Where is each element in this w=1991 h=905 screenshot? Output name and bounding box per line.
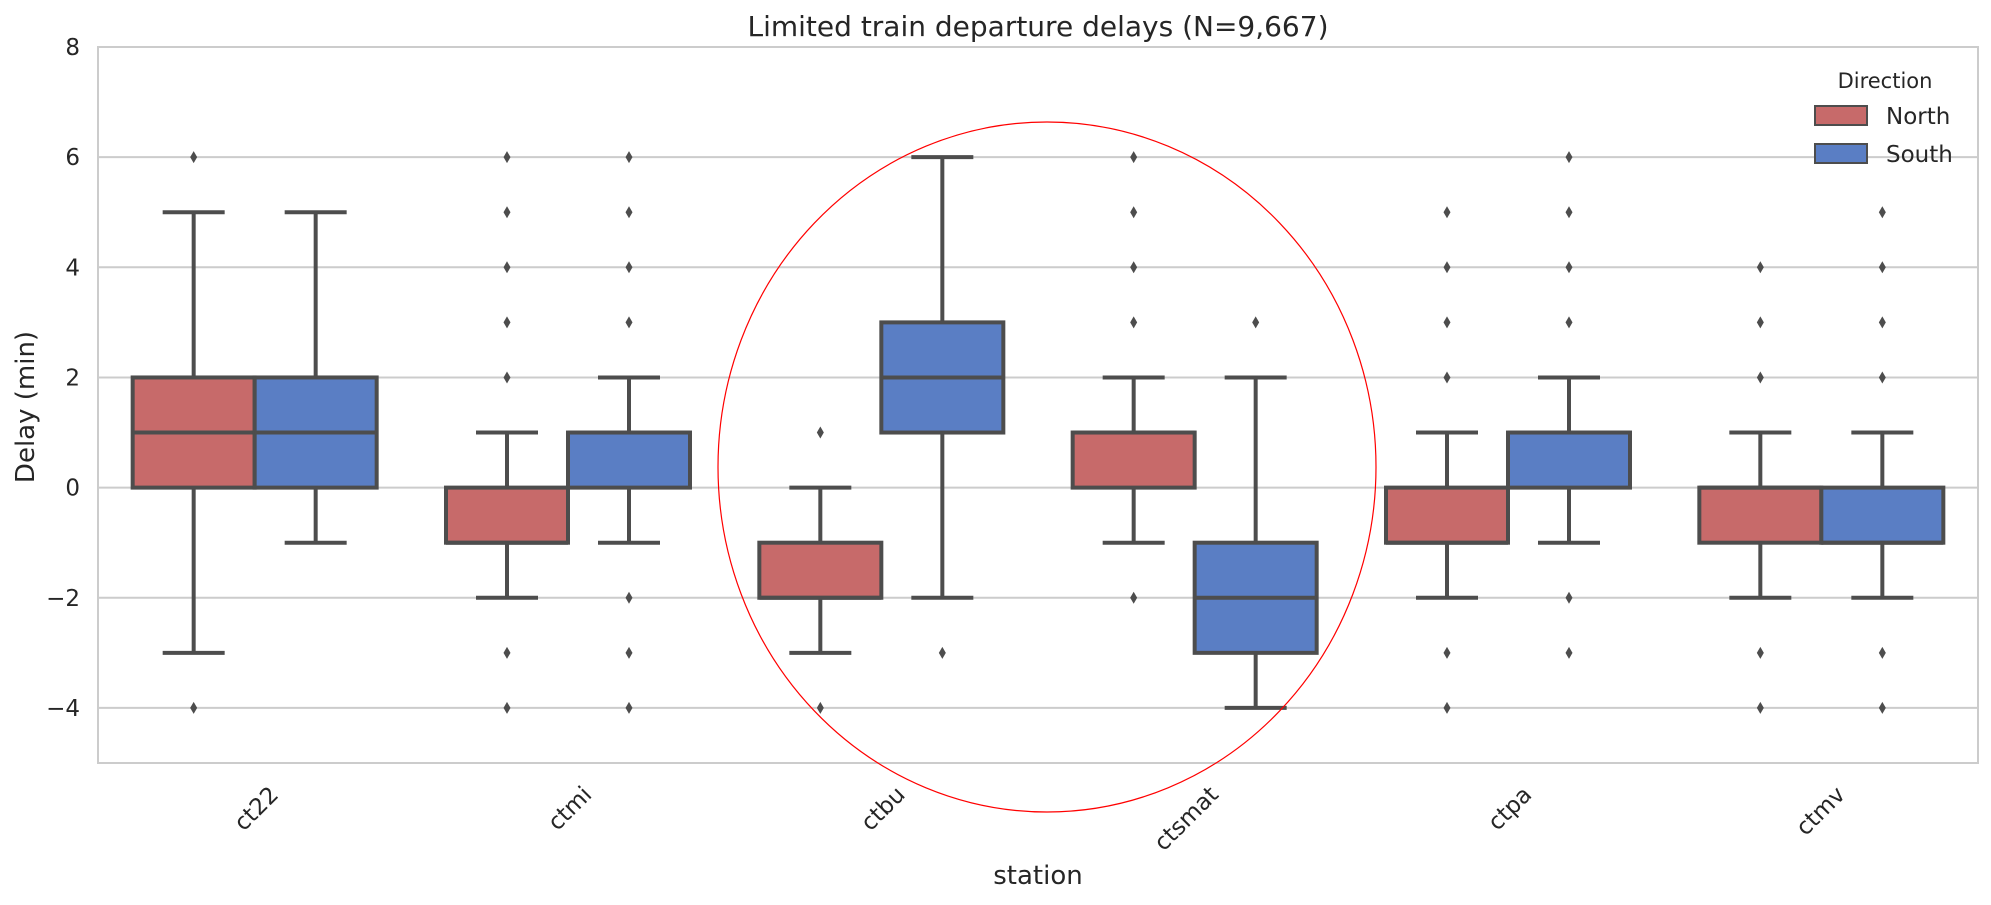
- box-iqr: [1070, 430, 1197, 490]
- chart-title: Limited train departure delays (N=9,667): [748, 10, 1329, 43]
- outlier-point: [1756, 646, 1764, 659]
- outlier-point: [938, 646, 946, 659]
- outlier-point: [625, 151, 633, 164]
- highlight-ellipse: [717, 121, 1377, 813]
- box-ct22-north: [130, 151, 257, 714]
- box-ctbu-south: [879, 155, 1006, 659]
- outlier-point: [503, 206, 511, 219]
- box-ct22-south: [252, 210, 379, 545]
- x-tick-label: ctsmat: [1150, 782, 1224, 856]
- outlier-point: [1878, 261, 1886, 274]
- legend: Direction North South: [1814, 69, 1953, 168]
- outlier-point: [190, 701, 198, 714]
- outlier-point: [1565, 591, 1573, 604]
- box-ctmi-south: [566, 151, 692, 714]
- outlier-point: [1443, 206, 1451, 219]
- box-ctmi-north: [444, 151, 570, 714]
- outlier-point: [1443, 261, 1451, 274]
- outlier-point: [1878, 646, 1886, 659]
- y-tick-labels: −4 −2 0 2 4 6 8: [46, 35, 80, 722]
- x-tick-label: ctmi: [543, 782, 597, 836]
- box-iqr: [444, 485, 570, 545]
- outlier-point: [503, 371, 511, 384]
- y-tick-label: −4: [46, 696, 80, 722]
- outlier-point: [1756, 261, 1764, 274]
- outlier-point: [503, 151, 511, 164]
- outlier-point: [1756, 316, 1764, 329]
- outlier-point: [625, 701, 633, 714]
- box-iqr: [1697, 485, 1824, 545]
- y-tick-label: 6: [65, 145, 80, 171]
- outlier-point: [1565, 206, 1573, 219]
- legend-label-north: North: [1886, 104, 1950, 130]
- outlier-point: [625, 261, 633, 274]
- outlier-point: [503, 646, 511, 659]
- box-series: [130, 151, 1946, 714]
- box-iqr: [1384, 485, 1510, 545]
- box-iqr: [1506, 430, 1632, 490]
- outlier-point: [625, 646, 633, 659]
- outlier-point: [1565, 646, 1573, 659]
- box-ctbu-north: [757, 426, 884, 714]
- outlier-point: [1565, 316, 1573, 329]
- y-tick-label: 4: [65, 255, 80, 281]
- x-tick-label: ctbu: [856, 782, 910, 836]
- outlier-point: [1756, 701, 1764, 714]
- y-tick-label: 2: [65, 365, 80, 391]
- box-iqr: [1819, 485, 1946, 545]
- outlier-point: [816, 426, 824, 439]
- box-ctsmat-north: [1070, 151, 1197, 604]
- box-ctmv-south: [1819, 206, 1946, 714]
- outlier-point: [1756, 371, 1764, 384]
- outlier-point: [625, 316, 633, 329]
- y-tick-label: 8: [65, 35, 80, 61]
- box-ctsmat-south: [1192, 316, 1319, 710]
- outlier-point: [625, 591, 633, 604]
- outlier-point: [503, 701, 511, 714]
- outlier-point: [1130, 316, 1138, 329]
- box-ctmv-north: [1697, 261, 1824, 714]
- x-tick-labels: ct22 ctmi ctbu ctsmat ctpa ctmv: [230, 782, 1851, 856]
- box-ctpa-north: [1384, 206, 1510, 714]
- legend-label-south: South: [1886, 142, 1953, 168]
- x-tick-label: ct22: [230, 782, 284, 836]
- outlier-point: [1443, 371, 1451, 384]
- outlier-point: [1443, 316, 1451, 329]
- outlier-point: [816, 701, 824, 714]
- outlier-point: [190, 151, 198, 164]
- outlier-point: [1443, 701, 1451, 714]
- y-tick-label: −2: [46, 586, 80, 612]
- y-tick-label: 0: [65, 476, 80, 502]
- outlier-point: [1878, 371, 1886, 384]
- outlier-point: [1878, 316, 1886, 329]
- outlier-point: [1130, 151, 1138, 164]
- box-iqr: [757, 540, 884, 600]
- legend-swatch-north: [1814, 105, 1868, 126]
- outlier-point: [1130, 261, 1138, 274]
- grid-lines: [98, 156, 1978, 709]
- outlier-point: [503, 261, 511, 274]
- series-north: [130, 151, 1824, 714]
- legend-title: Direction: [1838, 69, 1933, 93]
- x-tick-label: ctmv: [1791, 782, 1850, 841]
- outlier-point: [1130, 591, 1138, 604]
- x-axis-label: station: [993, 861, 1082, 891]
- x-tick-label: ctpa: [1483, 782, 1537, 836]
- box-ctpa-south: [1506, 151, 1632, 659]
- series-south: [252, 151, 1946, 714]
- plot-frame: [97, 46, 1979, 764]
- outlier-point: [625, 206, 633, 219]
- outlier-point: [1443, 646, 1451, 659]
- outlier-point: [1878, 206, 1886, 219]
- box-iqr: [566, 430, 692, 490]
- outlier-point: [1130, 206, 1138, 219]
- outlier-point: [1565, 261, 1573, 274]
- outlier-point: [1252, 316, 1260, 329]
- outlier-point: [503, 316, 511, 329]
- outlier-point: [1878, 701, 1886, 714]
- y-axis-label: Delay (min): [11, 331, 41, 483]
- outlier-point: [1565, 151, 1573, 164]
- legend-swatch-south: [1814, 143, 1868, 164]
